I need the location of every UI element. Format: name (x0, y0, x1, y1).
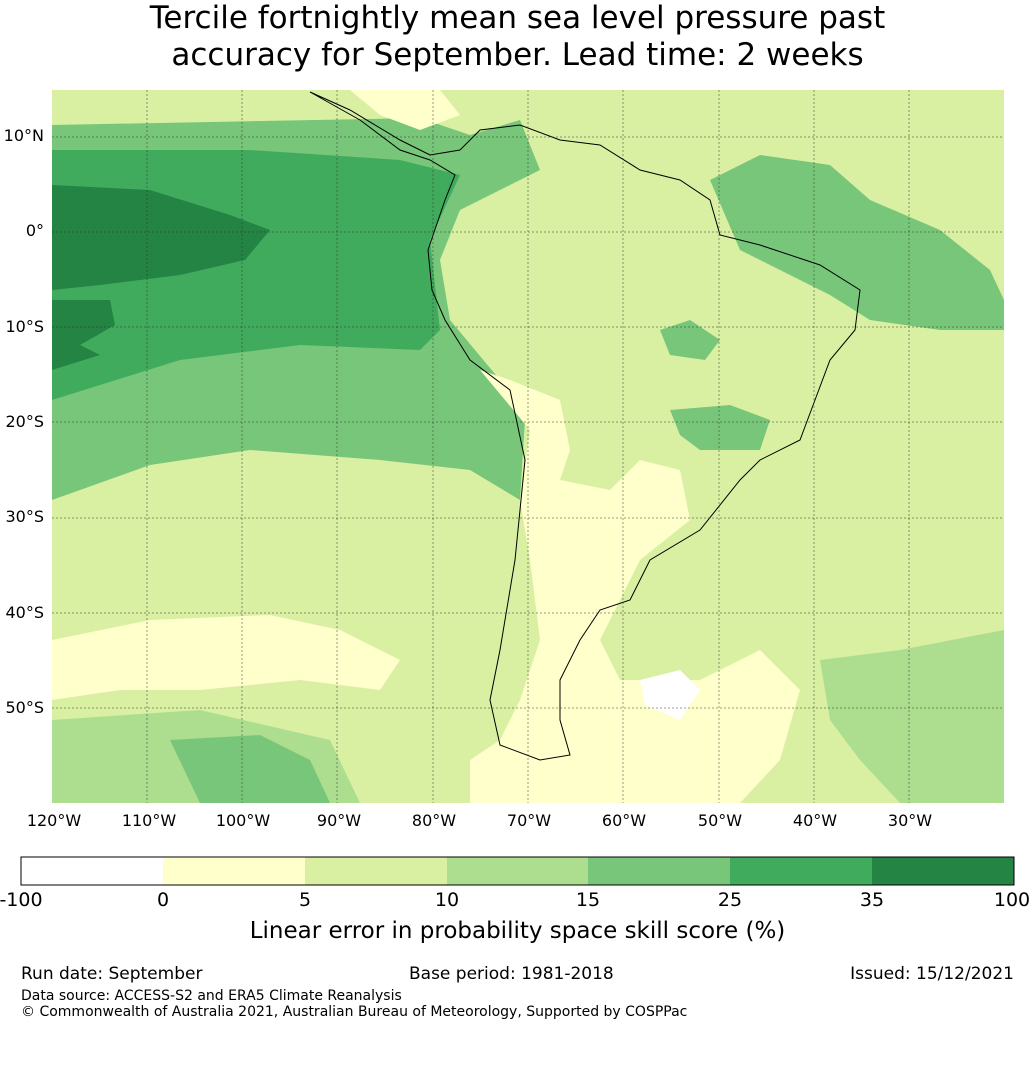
lat-label-0: 0° (25, 221, 44, 240)
region-amazon-15-25 (660, 320, 720, 360)
lon-label-60w: 60°W (601, 811, 647, 830)
colorbar-outline (20, 856, 1015, 886)
lat-label-30s: 30°S (5, 507, 44, 526)
lat-label-20s: 20°S (5, 412, 44, 431)
colorbar-segment-3 (305, 857, 447, 885)
lon-label-100w: 100°W (215, 811, 271, 830)
data-source: Data source: ACCESS-S2 and ERA5 Climate … (21, 988, 402, 1004)
region-white-negative (640, 670, 700, 720)
colorbar-tick-0: 0 (156, 889, 170, 911)
region-pacific-35-100-b (52, 300, 115, 370)
colorbar-tick-10: 10 (434, 889, 460, 911)
region-brazil-15-25 (670, 405, 770, 450)
region-southpac-0-5 (52, 615, 400, 700)
region-andes-0-5 (470, 370, 800, 803)
lon-label-80w: 80°W (411, 811, 457, 830)
lon-label-110w: 110°W (121, 811, 177, 830)
colorbar-tick-15: 15 (575, 889, 601, 911)
colorbar-segment-2 (163, 857, 305, 885)
region-south-pac-15-25 (170, 735, 330, 803)
lon-label-70w: 70°W (506, 811, 552, 830)
colorbar-tick-35: 35 (859, 889, 885, 911)
colorbar-tick-minus100: -100 (0, 889, 43, 911)
lon-label-50w: 50°W (697, 811, 743, 830)
skill-field (52, 90, 1004, 803)
region-central-am-0-5 (350, 90, 460, 130)
lat-label-50s: 50°S (5, 698, 44, 717)
region-atlantic-15-25 (710, 155, 1004, 330)
colorbar-segment-6 (730, 857, 872, 885)
colorbar-tick-5: 5 (298, 889, 312, 911)
region-southeast-atl-15-25 (820, 630, 1004, 803)
chart-title: Tercile fortnightly mean sea level press… (0, 0, 1035, 74)
base-period: Base period: 1981-2018 (409, 964, 614, 984)
lon-label-30w: 30°W (887, 811, 933, 830)
colorbar-tick-25: 25 (717, 889, 743, 911)
lon-label-90w: 90°W (316, 811, 362, 830)
colorbar (20, 856, 1015, 886)
region-pacific-35-100 (52, 185, 270, 290)
lat-label-40s: 40°S (5, 603, 44, 622)
colorbar-segment-1 (21, 857, 163, 885)
title-line-2: accuracy for September. Lead time: 2 wee… (171, 37, 864, 73)
lon-label-120w: 120°W (26, 811, 82, 830)
copyright-notice: © Commonwealth of Australia 2021, Austra… (21, 1004, 688, 1020)
gridlines (52, 90, 1004, 803)
title-line-1: Tercile fortnightly mean sea level press… (149, 0, 886, 36)
coastline-south-america (309, 91, 861, 761)
colorbar-segment-7 (872, 857, 1014, 885)
colorbar-label: Linear error in probability space skill … (249, 918, 786, 944)
issued-date: Issued: 15/12/2021 (850, 964, 1014, 984)
colorbar-tick-100: 100 (993, 889, 1031, 911)
lat-label-10n: 10°N (3, 126, 44, 145)
run-date: Run date: September (21, 964, 203, 984)
colorbar-segment-4 (447, 857, 588, 885)
colorbar-segment-5 (588, 857, 730, 885)
lat-label-10s: 10°S (5, 317, 44, 336)
lon-label-40w: 40°W (792, 811, 838, 830)
